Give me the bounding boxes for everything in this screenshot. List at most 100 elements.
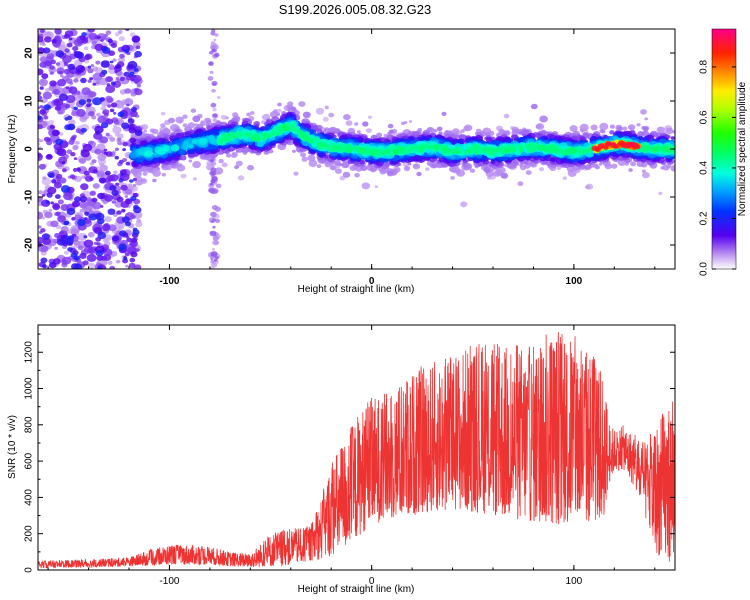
- spectrogram-cell: [341, 161, 350, 169]
- spectrogram-cell: [75, 108, 86, 117]
- spectrogram-cell: [125, 161, 131, 166]
- spectrogram-cell: [209, 182, 214, 186]
- spectrogram-cell: [39, 86, 44, 90]
- spectrogram-cell: [425, 167, 430, 171]
- spectrogram-cell: [628, 168, 633, 172]
- spectrogram-cell: [125, 264, 129, 268]
- spectrogram-cell: [114, 201, 124, 208]
- spectrogram-cell: [212, 226, 216, 229]
- spectrogram-cell: [672, 130, 675, 134]
- spectrogram-cell: [209, 230, 217, 237]
- spectrogram-cell: [76, 168, 82, 172]
- spectrogram-cell: [64, 117, 69, 121]
- spectrogram-cell: [73, 157, 78, 161]
- spectrogram-cell: [388, 129, 394, 134]
- spectrogram-cell: [82, 260, 89, 266]
- spectrogram-cell: [63, 221, 69, 226]
- spectrogram-cell: [120, 184, 128, 191]
- spectrogram-cell: [86, 253, 97, 262]
- spectrogram-cell: [179, 155, 187, 161]
- spectrogram-cell: [291, 107, 296, 111]
- spectrogram-cell: [84, 217, 88, 220]
- spectrogram-cell: [119, 230, 127, 237]
- spectrogram-cell: [642, 126, 649, 132]
- spectrogram-cell: [357, 130, 361, 134]
- spectrogram-cell: [49, 71, 54, 75]
- spectrogram-cell: [95, 130, 101, 135]
- spectrogram-cell: [87, 29, 95, 33]
- spectrogram-cell: [354, 122, 359, 126]
- spectrogram-cell: [387, 123, 394, 129]
- spectrogram-cell: [132, 177, 137, 182]
- spectrogram-cell: [73, 78, 79, 83]
- spectrogram-cell: [111, 200, 117, 204]
- spectrogram-cell: [92, 97, 102, 106]
- spectrogram-cell: [60, 74, 64, 78]
- spectrogram-cell: [617, 126, 623, 131]
- spectrogram-cell: [65, 86, 70, 90]
- spectrogram-cell: [55, 138, 64, 145]
- spectrogram-cell: [56, 179, 61, 182]
- spectrogram-cell: [330, 165, 337, 171]
- spectrogram-cell: [39, 105, 44, 109]
- spectrogram-cell: [54, 105, 62, 111]
- spectrogram-cell: [43, 104, 51, 111]
- spectrogram-cell: [49, 124, 55, 130]
- spectrogram-cell: [77, 245, 84, 250]
- spectrogram-cell: [111, 235, 120, 242]
- spectrogram-cell: [431, 163, 437, 168]
- spectrogram-cell: [322, 116, 329, 122]
- spectrogram-cell: [78, 99, 87, 106]
- spectrogram-cell: [134, 88, 143, 96]
- spectrogram-cell: [177, 163, 183, 168]
- spectrogram-cell: [343, 114, 351, 121]
- spectrogram-cell: [107, 260, 113, 265]
- spectrogram-cell: [87, 247, 96, 254]
- spectrogram-cell: [214, 52, 220, 58]
- spectrogram-cell: [70, 152, 76, 157]
- spectrogram-cell: [594, 165, 601, 170]
- spectrogram-cell: [49, 80, 57, 87]
- spectrogram-cell: [301, 156, 308, 162]
- spectrogram-cell: [316, 164, 322, 169]
- spectrogram-cell: [58, 70, 63, 75]
- spectrogram-cell: [658, 191, 663, 195]
- spectrogram-cell: [211, 29, 216, 33]
- spectrogram-cell: [210, 251, 218, 257]
- spectrogram-cell: [63, 234, 68, 238]
- spectrogram-cell: [80, 127, 87, 133]
- spectrogram-cell: [70, 228, 80, 236]
- spectrogram-cell: [128, 262, 136, 269]
- spectrogram-cell: [665, 127, 674, 135]
- spectrogram-cell: [170, 144, 180, 152]
- spectrogram-cell: [641, 169, 646, 173]
- spectrogram-cell: [535, 123, 545, 130]
- spectrogram-cell: [79, 252, 87, 259]
- spectrogram-cell: [50, 59, 56, 65]
- spectrogram-cell: [211, 48, 216, 53]
- spectrogram-cell: [190, 108, 197, 113]
- spectrogram-cell: [242, 134, 246, 138]
- spectrogram-cell: [246, 112, 252, 117]
- spectrogram-cell: [106, 76, 113, 82]
- spectrogram-cell: [135, 45, 141, 50]
- spectrogram-cell: [153, 152, 158, 156]
- spectrogram-cell: [182, 123, 188, 128]
- spectrogram-cell: [221, 162, 228, 168]
- spectrogram-cell: [611, 163, 618, 169]
- spectrogram-cell: [80, 183, 89, 191]
- spectrogram-cell: [113, 111, 117, 115]
- spectrogram-cell: [386, 170, 394, 177]
- spectrogram-cell: [108, 224, 117, 232]
- spectrogram-cell: [160, 123, 166, 128]
- spectrogram-cell: [87, 262, 96, 269]
- spectrogram-cell: [218, 158, 224, 164]
- spectrogram-cell: [82, 143, 93, 152]
- spectrogram-cell: [119, 53, 125, 59]
- spectrogram-cell: [118, 159, 124, 164]
- spectrogram-cell: [56, 238, 66, 246]
- spectrogram-cell: [124, 198, 133, 205]
- spectrogram-cell: [124, 221, 131, 227]
- spectrogram-cell: [210, 161, 217, 167]
